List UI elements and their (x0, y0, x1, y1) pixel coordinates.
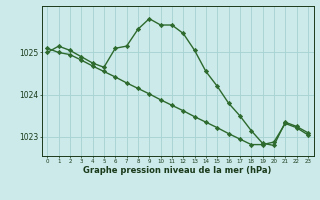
X-axis label: Graphe pression niveau de la mer (hPa): Graphe pression niveau de la mer (hPa) (84, 166, 272, 175)
